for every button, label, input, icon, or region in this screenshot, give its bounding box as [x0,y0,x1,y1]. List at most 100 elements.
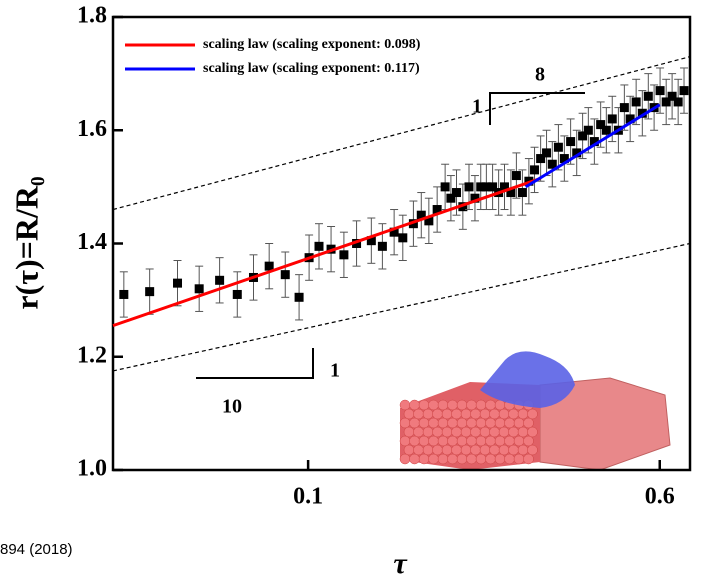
inset-particle [437,399,449,411]
data-point [643,91,653,101]
inset-particle [432,444,443,456]
inset-particle [451,444,462,456]
inset-particle [441,408,453,420]
inset-particle [494,417,506,429]
inset-particle [403,408,415,420]
inset-particle [460,426,472,438]
inset-particle [413,426,424,438]
y-tick-label: 1.4 [77,229,107,255]
x-tick-label: 0.6 [645,484,675,510]
data-point [339,250,349,260]
x-axis-label: τ [393,547,408,576]
inset-particle [498,408,510,420]
inset-particle [485,453,496,465]
inset-particle [470,444,481,456]
data-point [377,241,387,251]
data-point [499,182,509,192]
inset-particle [422,426,434,438]
inset-particle [418,399,430,411]
inset-particle [428,417,439,429]
data-point [607,114,617,124]
inset-particle [413,444,424,456]
data-point [488,182,498,192]
inset-particle [418,453,430,465]
inset-particle [456,399,468,411]
y-tick-label: 1.8 [77,3,107,29]
data-point [173,278,183,288]
data-point [542,148,552,158]
data-point [432,205,442,215]
inset-particle [413,408,424,420]
data-point [655,86,665,96]
data-point [194,284,204,294]
inset-particle [498,444,510,456]
y-axis-label: r(τ)=R/R₀ [8,176,44,309]
data-point [596,120,606,130]
inset-particle [475,417,487,429]
data-point [352,239,362,248]
inset-particle [479,444,491,456]
data-point [673,97,683,107]
data-point [119,289,129,299]
fit-line [524,103,661,189]
annotation: 8 [535,64,545,86]
data-point [553,142,563,152]
data-point [559,154,569,164]
inset-particle [489,408,500,420]
inset-particle [475,435,487,447]
annotation: 10 [222,396,242,418]
annotation: 1 [472,96,482,118]
inset-particle [485,417,496,429]
y-tick-label: 1.6 [77,116,107,142]
data-point [566,137,576,147]
inset-particle [409,417,420,429]
inset-particle [447,453,458,465]
inset-particle [437,417,449,429]
data-point [398,233,408,243]
inset-particle [494,453,506,465]
inset-particle [428,435,439,447]
data-point [440,182,450,192]
inset-particle [466,453,477,465]
inset-particle [513,417,525,429]
inset-particle [399,453,411,465]
inset-particle [403,426,415,438]
data-point [481,182,491,192]
inset-particle [479,426,491,438]
inset-particle [504,435,515,447]
legend-label: scaling law (scaling exponent: 0.098) [203,37,421,52]
inset-particle [409,453,420,465]
inset-particle [508,426,519,438]
inset-particle [418,417,430,429]
data-point [452,188,462,198]
data-point [631,97,641,107]
inset-particle [447,399,458,411]
inset-particle [437,435,449,447]
inset-particle [489,426,500,438]
inset-particle [466,399,477,411]
inset-particle [441,444,453,456]
inset-particle [523,453,534,465]
inset-particle [441,426,453,438]
data-point [314,241,324,251]
data-point [667,91,677,101]
inset-particle [451,426,462,438]
inset-particle [422,444,434,456]
data-point [470,193,480,203]
data-point [601,125,611,135]
inset-particle [523,417,534,429]
data-point [145,287,155,297]
data-point [578,131,588,141]
inset-particle [504,417,515,429]
inset-particle [508,444,519,456]
inset-particle [437,453,449,465]
data-point [464,182,474,192]
data-point [517,188,527,198]
data-point [661,97,671,107]
inset-particle [523,435,534,447]
data-point [389,227,399,237]
data-point [264,261,274,271]
inset-particle [432,426,443,438]
data-point [280,270,290,280]
